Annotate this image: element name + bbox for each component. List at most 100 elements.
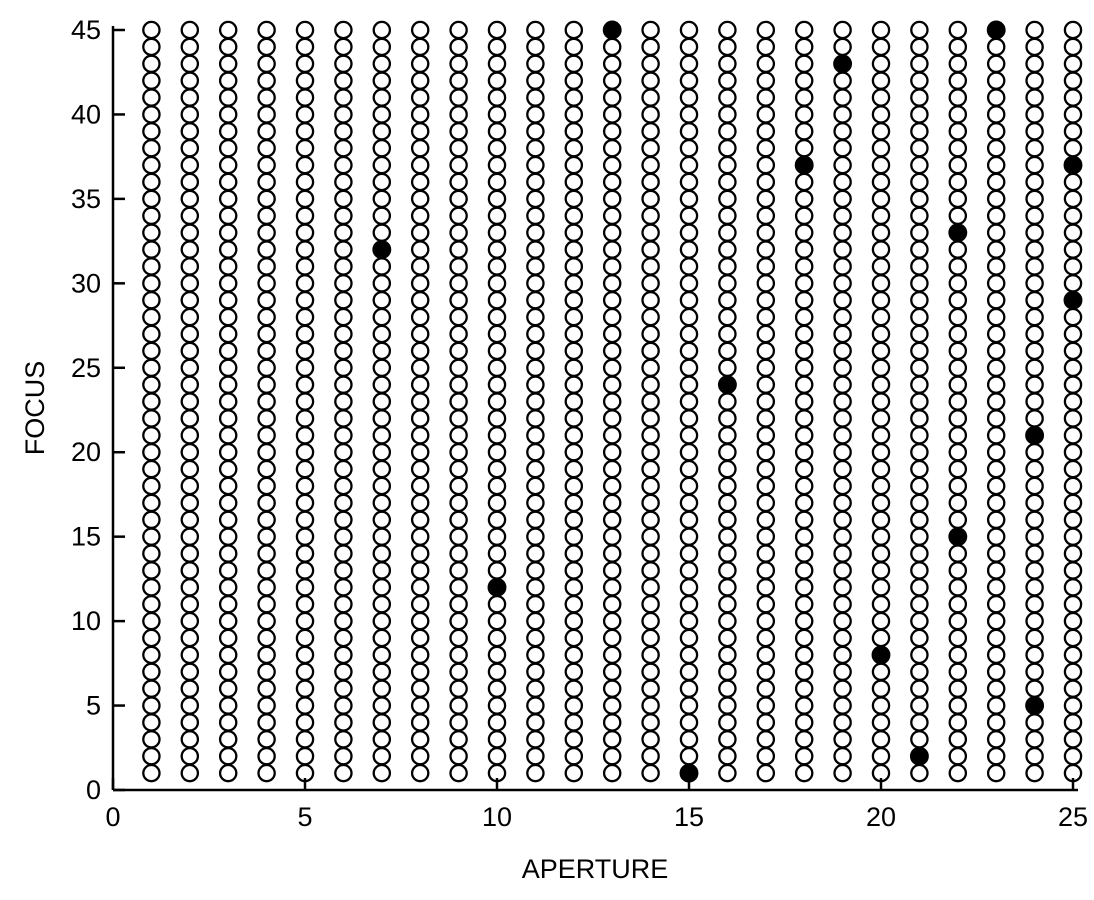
open-circle-point <box>182 495 198 511</box>
open-circle-point <box>758 681 774 697</box>
open-circle-point <box>527 309 543 325</box>
open-circle-point <box>182 461 198 477</box>
open-circle-point <box>489 562 505 578</box>
open-circle-point <box>835 140 851 156</box>
open-circle-point <box>412 731 428 747</box>
open-circle-point <box>374 140 390 156</box>
open-circle-point <box>1065 56 1081 72</box>
open-circle-point <box>758 427 774 443</box>
open-circle-point <box>451 495 467 511</box>
open-circle-point <box>719 174 735 190</box>
open-circle-point <box>1065 377 1081 393</box>
open-circle-point <box>950 292 966 308</box>
open-circle-point <box>297 478 313 494</box>
open-circle-point <box>182 697 198 713</box>
open-circle-point <box>566 275 582 291</box>
open-circle-point <box>143 123 159 139</box>
open-circle-point <box>220 89 236 105</box>
open-circle-point <box>911 343 927 359</box>
open-circle-point <box>489 56 505 72</box>
open-circle-point <box>259 174 275 190</box>
open-circle-point <box>835 664 851 680</box>
open-circle-point <box>1027 241 1043 257</box>
open-circle-point <box>143 410 159 426</box>
open-circle-point <box>335 579 351 595</box>
open-circle-point <box>1027 174 1043 190</box>
open-circle-point <box>604 377 620 393</box>
open-circle-point <box>835 258 851 274</box>
open-circle-point <box>911 22 927 38</box>
open-circle-point <box>873 461 889 477</box>
open-circle-point <box>988 731 1004 747</box>
open-circle-point <box>220 275 236 291</box>
open-circle-point <box>719 343 735 359</box>
x-tick-label: 10 <box>482 802 512 832</box>
open-circle-point <box>527 343 543 359</box>
open-circle-point <box>873 275 889 291</box>
open-circle-point <box>911 461 927 477</box>
open-circle-point <box>1027 393 1043 409</box>
y-tick-label: 45 <box>71 15 101 45</box>
open-circle-point <box>681 647 697 663</box>
open-circle-point <box>1065 258 1081 274</box>
open-circle-point <box>719 157 735 173</box>
open-circle-point <box>758 326 774 342</box>
open-circle-point <box>911 393 927 409</box>
open-circle-point <box>182 208 198 224</box>
open-circle-point <box>489 174 505 190</box>
open-circle-point <box>374 427 390 443</box>
open-circle-point <box>566 714 582 730</box>
open-circle-point <box>873 545 889 561</box>
open-circle-point <box>719 123 735 139</box>
open-circle-point <box>1065 326 1081 342</box>
open-circle-point <box>335 495 351 511</box>
open-circle-point <box>335 123 351 139</box>
open-circle-point <box>335 427 351 443</box>
open-circle-point <box>1065 275 1081 291</box>
open-circle-point <box>527 157 543 173</box>
open-circle-point <box>604 579 620 595</box>
open-circle-point <box>1027 326 1043 342</box>
open-circle-point <box>220 529 236 545</box>
open-circle-point <box>796 562 812 578</box>
open-circle-point <box>604 647 620 663</box>
open-circle-point <box>527 748 543 764</box>
open-circle-point <box>758 275 774 291</box>
open-circle-point <box>451 174 467 190</box>
open-circle-point <box>911 106 927 122</box>
open-circle-point <box>681 241 697 257</box>
open-circle-point <box>681 664 697 680</box>
open-circle-point <box>604 309 620 325</box>
y-tick-label: 20 <box>71 437 101 467</box>
open-circle-point <box>911 647 927 663</box>
open-circle-point <box>719 39 735 55</box>
open-circle-point <box>719 326 735 342</box>
open-circle-point <box>758 174 774 190</box>
open-circle-point <box>220 596 236 612</box>
open-circle-point <box>220 326 236 342</box>
open-circle-point <box>1027 22 1043 38</box>
filled-circle-point <box>796 156 813 173</box>
open-circle-point <box>297 292 313 308</box>
open-circle-point <box>566 22 582 38</box>
open-circle-point <box>335 89 351 105</box>
y-tick-label: 15 <box>71 522 101 552</box>
open-circle-point <box>604 410 620 426</box>
open-circle-point <box>566 326 582 342</box>
open-circle-point <box>604 360 620 376</box>
open-circle-point <box>758 562 774 578</box>
open-circle-point <box>527 714 543 730</box>
open-circle-point <box>182 326 198 342</box>
open-circle-point <box>719 461 735 477</box>
open-circle-point <box>604 478 620 494</box>
open-circle-point <box>259 39 275 55</box>
open-circle-point <box>873 410 889 426</box>
open-circle-point <box>220 512 236 528</box>
open-circle-point <box>220 613 236 629</box>
filled-circle-point <box>1064 292 1081 309</box>
open-circle-point <box>297 461 313 477</box>
open-circle-point <box>796 495 812 511</box>
open-circle-point <box>873 89 889 105</box>
open-circle-point <box>643 647 659 663</box>
open-circle-point <box>412 377 428 393</box>
